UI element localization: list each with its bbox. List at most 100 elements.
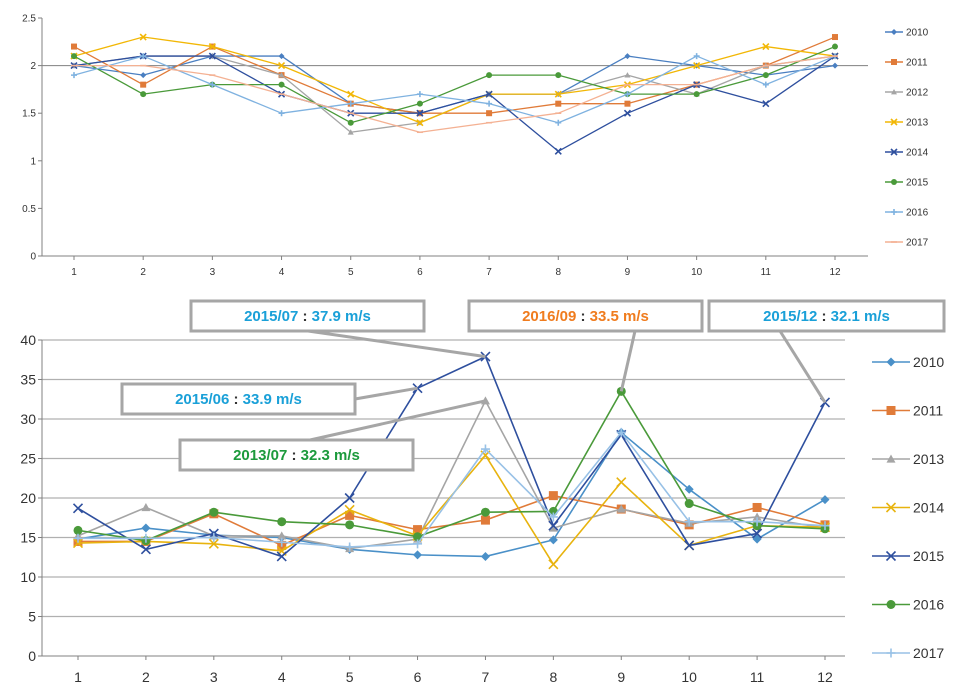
- legend-marker: [890, 148, 898, 156]
- data-point-2016: [345, 520, 355, 530]
- legend-marker: [886, 648, 896, 658]
- y-tick-label: 0: [30, 252, 36, 263]
- callout-separator: :: [287, 447, 300, 464]
- data-point-2016: [624, 91, 631, 98]
- data-point-2014: [548, 559, 559, 570]
- callout-pointer: [309, 399, 486, 442]
- data-point-2016: [73, 525, 83, 535]
- legend-label: 2016: [913, 597, 944, 613]
- data-point-2017: [209, 533, 219, 542]
- x-tick-label: 2: [142, 669, 150, 685]
- y-tick-label: 25: [20, 450, 36, 466]
- legend-marker: [885, 502, 897, 513]
- callout-2016-09: 2016/09 : 33.5 m/s: [467, 299, 704, 392]
- x-tick-label: 4: [279, 267, 285, 278]
- callout-separator: :: [576, 308, 589, 325]
- x-tick-label: 12: [817, 669, 833, 685]
- callout-box: [189, 299, 426, 333]
- legend-marker: [891, 179, 897, 185]
- data-point-2010: [278, 53, 285, 60]
- data-point-2017: [480, 444, 490, 454]
- callout-2015-06: 2015/06 : 33.9 m/s: [120, 382, 418, 416]
- data-point-2017: [616, 427, 626, 437]
- x-tick-label: 3: [210, 267, 216, 278]
- data-point-2014: [762, 100, 770, 108]
- data-point-2013: [139, 33, 147, 41]
- y-tick-label: 30: [20, 411, 36, 427]
- data-point-2010: [548, 535, 558, 545]
- data-point-2013: [277, 531, 287, 540]
- data-point-2013: [693, 62, 701, 70]
- data-point-2010: [820, 495, 830, 505]
- legend-label: 2017: [913, 645, 944, 661]
- callout-label: 2016/09 : 33.5 m/s: [522, 308, 649, 325]
- callout-pointer: [778, 330, 827, 404]
- legend-item-2014: 2014: [885, 148, 929, 159]
- data-point-2016: [693, 53, 700, 60]
- y-tick-label: 35: [20, 371, 36, 387]
- data-point-2017: [73, 533, 83, 543]
- callout-2015-07: 2015/07 : 37.9 m/s: [189, 299, 486, 359]
- legend-marker: [890, 118, 898, 126]
- data-point-2014: [416, 109, 424, 117]
- y-tick-label: 40: [20, 332, 36, 348]
- data-point-2017: [684, 517, 694, 527]
- x-tick-label: 12: [829, 267, 841, 278]
- callout-label: 2013/07 : 32.3 m/s: [233, 447, 360, 464]
- data-point-2011: [832, 34, 838, 41]
- legend-marker: [891, 89, 897, 95]
- data-point-2011: [486, 110, 493, 117]
- legend-item-2010: 2010: [872, 354, 944, 370]
- data-point-2010: [832, 62, 838, 69]
- data-point-2013: [208, 42, 216, 51]
- data-point-2017: [752, 517, 762, 527]
- legend-marker: [891, 29, 897, 35]
- callout-value: 33.5 m/s: [590, 308, 649, 325]
- series-line-2016: [73, 55, 836, 124]
- callout-2013-07: 2013/07 : 32.3 m/s: [178, 399, 486, 472]
- data-point-2016: [413, 532, 423, 542]
- legend-label: 2010: [913, 354, 944, 370]
- y-tick-label: 2: [30, 61, 36, 72]
- data-point-2017: [345, 542, 355, 552]
- legend-label: 2011: [913, 403, 943, 419]
- callout-date: 2016/09: [522, 308, 576, 325]
- x-tick-label: 11: [761, 267, 772, 278]
- data-point-2016: [347, 100, 354, 107]
- data-point-2011: [548, 491, 558, 501]
- callout-2015-12: 2015/12 : 32.1 m/s: [707, 299, 946, 404]
- series-line-2015: [77, 355, 826, 558]
- data-point-2015: [344, 492, 355, 504]
- data-point-2014: [554, 147, 562, 155]
- callout-date: 2013/07: [233, 447, 287, 464]
- callout-pointer: [619, 330, 637, 392]
- data-point-2013: [416, 119, 424, 127]
- legend-label: 2013: [906, 118, 929, 129]
- data-point-2015: [752, 528, 763, 539]
- data-point-2017: [277, 537, 287, 547]
- callout-value: 33.9 m/s: [243, 391, 302, 408]
- callout-value: 32.3 m/s: [301, 447, 360, 464]
- data-point-2010: [684, 484, 694, 494]
- data-point-2017: [548, 512, 558, 522]
- y-tick-label: 2.5: [22, 14, 36, 25]
- legend-marker: [891, 209, 897, 215]
- data-point-2013: [616, 504, 626, 513]
- data-point-2011: [140, 81, 147, 88]
- legend-marker: [885, 550, 897, 562]
- legend-item-2017: 2017: [885, 238, 929, 249]
- callout-date: 2015/06: [175, 391, 229, 408]
- x-tick-label: 6: [414, 669, 422, 685]
- data-point-2016: [762, 81, 769, 88]
- x-tick-label: 8: [549, 669, 557, 685]
- legend-marker: [886, 406, 896, 415]
- callout-box: [707, 299, 946, 333]
- series-line-2014: [73, 55, 836, 152]
- data-point-2015: [832, 43, 838, 50]
- legend-item-2012: 2012: [885, 88, 929, 99]
- series-2010: [71, 53, 838, 117]
- x-tick-label: 5: [346, 669, 354, 685]
- data-point-2016: [71, 72, 77, 79]
- legend-item-2016: 2016: [872, 597, 944, 613]
